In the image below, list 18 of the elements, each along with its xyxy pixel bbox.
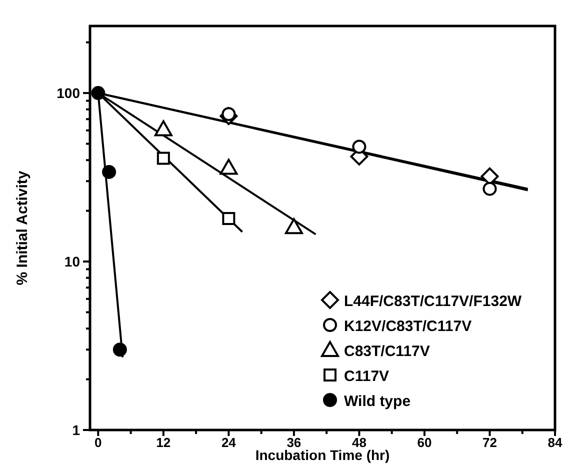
y-tick-label: 100 [56, 85, 80, 102]
x-tick-label: 36 [286, 435, 302, 450]
x-tick-label: 48 [352, 435, 366, 450]
legend-label: Wild type [344, 393, 411, 410]
x-tick-label: 12 [156, 435, 171, 450]
x-tick-label: 84 [548, 435, 563, 450]
y-tick-label: 1 [72, 422, 80, 438]
x-tick-label: 24 [221, 435, 237, 450]
legend-label: L44F/C83T/C117V/F132W [344, 293, 522, 310]
x-tick-label: 60 [417, 435, 432, 450]
x-axis-title: Incubation Time (hr) [255, 447, 390, 463]
y-axis-title: % Initial Activity [14, 170, 31, 286]
legend-label: K12V/C83T/C117V [344, 318, 472, 335]
x-tick-label: 0 [94, 435, 102, 450]
x-tick-label: 72 [482, 435, 497, 450]
legend-label: C117V [344, 368, 390, 385]
y-tick-label: 10 [64, 254, 80, 270]
legend-label: C83T/C117V [344, 343, 430, 360]
